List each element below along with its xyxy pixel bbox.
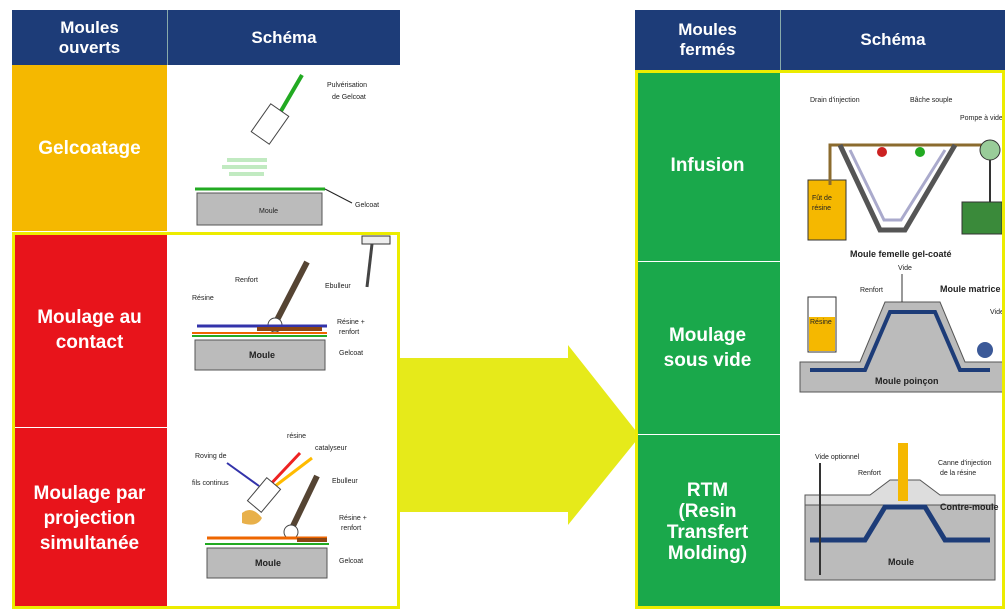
- schema-label: Moule: [249, 350, 275, 360]
- header-cell: Moules fermés: [635, 10, 780, 70]
- schema-label: résine: [287, 433, 306, 440]
- row-label: Moulage par projection simultanée: [12, 428, 167, 609]
- schema-label: Canne d'injection: [938, 460, 992, 467]
- schema-label: de Gelcoat: [332, 94, 366, 101]
- schema: résine catalyseur Roving de fils continu…: [192, 433, 367, 579]
- header-cell: Schéma: [167, 10, 400, 65]
- schema-label: Ebulleur: [325, 283, 351, 290]
- arrow: [398, 345, 640, 525]
- highlight-frame: [635, 70, 1005, 609]
- schema-label: Contre-moule: [940, 502, 999, 512]
- schema-label: Résine: [192, 295, 214, 302]
- row-label: Moulage sous vide: [635, 262, 780, 435]
- schema-label: Fût de: [812, 195, 832, 202]
- header-cell: Moules ouverts: [12, 10, 167, 65]
- schema-label: catalyseur: [315, 445, 348, 452]
- schema-label: Pulvérisation: [327, 82, 367, 89]
- schema: Pulvérisation de Gelcoat Moule Gelcoat: [195, 73, 379, 226]
- header-cell: Schéma: [780, 10, 1005, 70]
- schema-label: Moule matrice: [940, 284, 1001, 294]
- schema-label: Gelcoat: [355, 202, 379, 209]
- schema-label: Renfort: [858, 470, 881, 477]
- schema-label: renfort: [339, 329, 359, 336]
- schema: Vide Renfort Moule matrice Vide Résine M…: [799, 265, 1005, 393]
- schema: Vide optionnel Renfort Canne d'injection…: [804, 443, 999, 581]
- schema: Renfort Ebulleur Résine Résine + renfort…: [192, 235, 391, 371]
- schema-label: Bâche souple: [910, 97, 953, 104]
- schema-label: Pompe à vide: [960, 115, 1003, 122]
- schema-label: résine: [812, 205, 831, 212]
- schema-label: Renfort: [235, 277, 258, 284]
- schema-label: Résine: [810, 319, 832, 326]
- schema-label: Vide: [898, 265, 912, 272]
- schema: Drain d'injection Bâche souple Pompe à v…: [807, 97, 1003, 259]
- row-label: Gelcoatage: [12, 65, 167, 232]
- schema-label: Roving de: [195, 453, 227, 460]
- schema-label: Moule poinçon: [875, 376, 939, 386]
- schema-label: Ebulleur: [332, 478, 358, 485]
- schema-label: Résine +: [337, 319, 365, 326]
- schema-label: renfort: [341, 525, 361, 532]
- schema-label: Vide optionnel: [815, 454, 860, 461]
- schema-label: Renfort: [860, 287, 883, 294]
- schema-label: de la résine: [940, 470, 976, 477]
- schema-label: Gelcoat: [339, 558, 363, 565]
- schema-label: Drain d'injection: [810, 97, 860, 104]
- schema-label: Résine +: [339, 515, 367, 522]
- schema-label: Moule: [255, 558, 281, 568]
- row-label: Moulage au contact: [12, 232, 167, 428]
- schema-label: Gelcoat: [339, 350, 363, 357]
- schema-label: fils continus: [192, 480, 229, 487]
- schema-label: Moule: [259, 208, 278, 215]
- schema-label: Moule femelle gel-coaté: [850, 249, 952, 259]
- highlight-frame: [12, 232, 400, 609]
- schema-label: Moule: [888, 557, 914, 567]
- schema-label: Vide: [990, 309, 1004, 316]
- row-label: RTM (Resin Transfert Molding): [635, 435, 780, 609]
- row-label: Infusion: [635, 70, 780, 262]
